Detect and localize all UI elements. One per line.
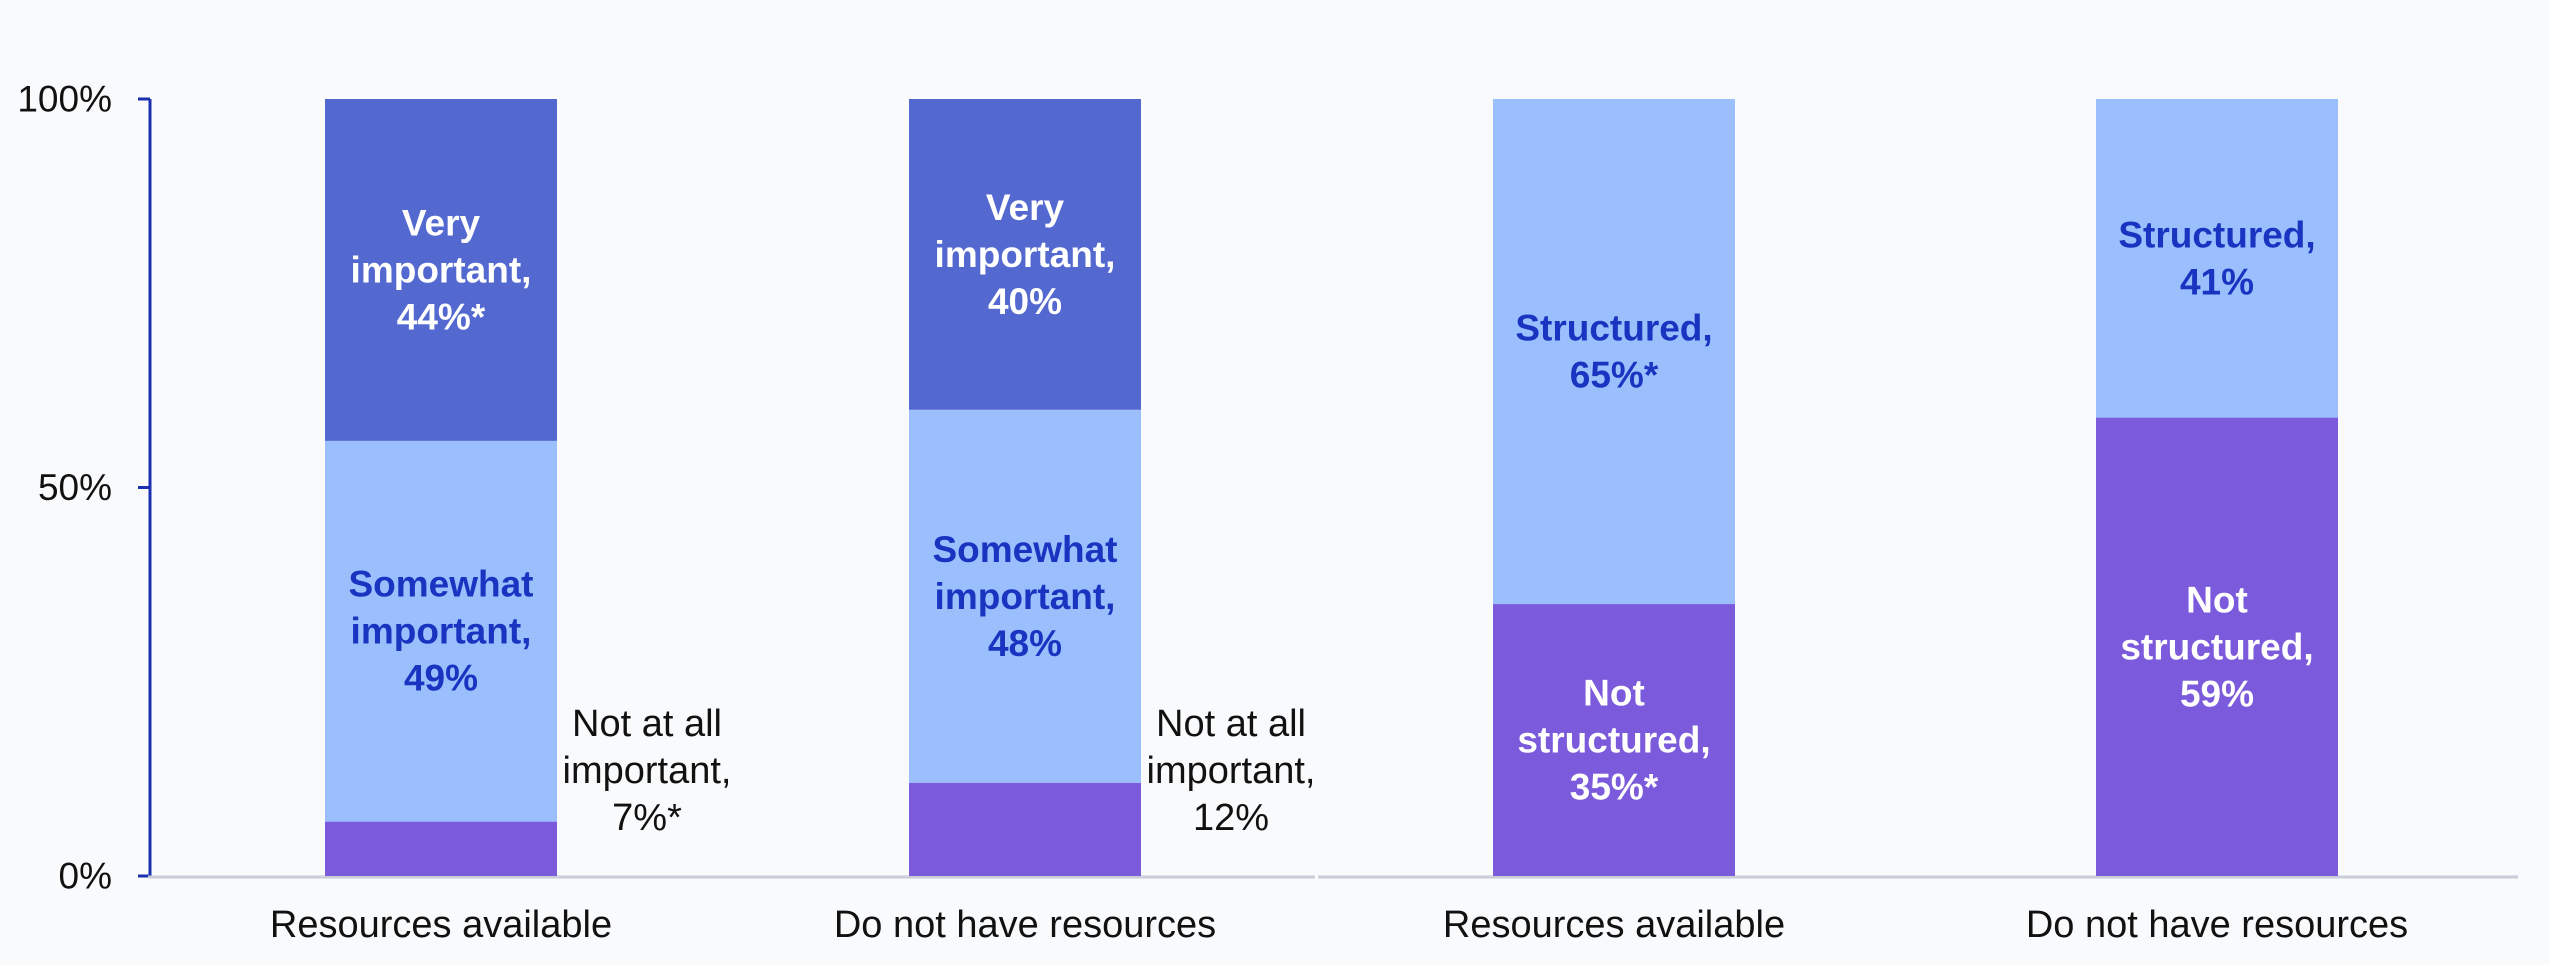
bar-segment-somewhat-important: [325, 440, 557, 822]
data-label-somewhat-important: 48%: [988, 623, 1062, 664]
data-label-somewhat-important: important,: [351, 611, 532, 652]
x-category-label: Resources available: [270, 904, 612, 946]
x-category-label: Do not have resources: [834, 904, 1216, 946]
bar-segment-not-structured: [2096, 417, 2338, 876]
bar-segment-not-structured: [1493, 604, 1735, 876]
importance-chart-panel: Not at all important, 7%* Somewhat important…: [148, 99, 1315, 946]
bar-segment-not-at-all-important: [325, 821, 557, 876]
bar-segment-very-important: [325, 99, 557, 441]
data-label-not-at-all-important: 12%: [1193, 797, 1269, 839]
x-category-label: Resources available: [1443, 904, 1785, 946]
data-label-very-important: Very: [402, 202, 481, 243]
data-label-somewhat-important: important,: [935, 576, 1116, 617]
y-axis: 0% 50% 100%: [17, 79, 152, 897]
data-label-not-structured: 59%: [2180, 673, 2254, 714]
data-label-not-at-all-important: important,: [1147, 750, 1316, 792]
bar-segment-not-at-all-important: [909, 782, 1141, 876]
data-label-structured: 65%*: [1570, 355, 1659, 396]
y-tick-label: 50%: [38, 467, 112, 508]
bar-segment-very-important: [909, 99, 1141, 410]
data-label-not-at-all-important: 7%*: [612, 797, 682, 839]
data-label-structured: Structured,: [1515, 308, 1712, 349]
data-label-very-important: important,: [935, 234, 1116, 275]
structure-chart-panel: Not structured, 35%* Structured, 65%* Resourc…: [1318, 99, 2518, 946]
data-label-not-at-all-important: Not at all: [1156, 703, 1306, 745]
data-label-not-structured: structured,: [2120, 626, 2313, 667]
y-tick-label: 0%: [59, 856, 112, 897]
bar-segment-structured: [1493, 99, 1735, 605]
data-label-somewhat-important: 49%: [404, 658, 478, 699]
data-label-somewhat-important: Somewhat: [348, 564, 533, 605]
bar-segment-somewhat-important: [909, 409, 1141, 783]
x-category-label: Do not have resources: [2026, 904, 2408, 946]
data-label-not-structured: 35%*: [1570, 767, 1659, 808]
y-tick-label: 100%: [17, 79, 112, 120]
bar-segment-structured: [2096, 99, 2338, 418]
data-label-structured: Structured,: [2118, 214, 2315, 255]
data-label-very-important: 40%: [988, 281, 1062, 322]
data-label-not-at-all-important: important,: [563, 750, 732, 792]
data-label-not-structured: Not: [2186, 579, 2248, 620]
data-label-very-important: 44%*: [397, 296, 486, 337]
data-label-structured: 41%: [2180, 261, 2254, 302]
data-label-not-at-all-important: Not at all: [572, 703, 722, 745]
data-label-not-structured: Not: [1583, 673, 1645, 714]
data-label-very-important: Very: [986, 187, 1065, 228]
data-label-not-structured: structured,: [1517, 720, 1710, 761]
data-label-very-important: important,: [351, 249, 532, 290]
data-label-somewhat-important: Somewhat: [932, 529, 1117, 570]
